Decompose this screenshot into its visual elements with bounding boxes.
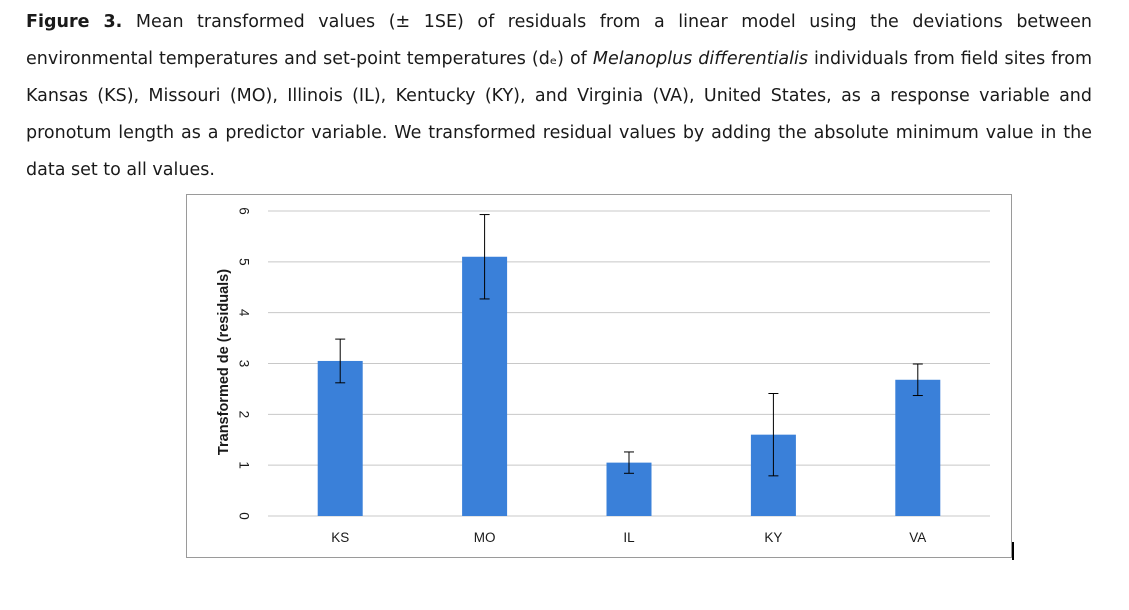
y-tick-label: 4: [236, 309, 251, 317]
caption-text-part2: individuals from field sites from Kansas…: [26, 49, 1092, 180]
x-tick-labels: KS MO IL KY VA: [331, 530, 926, 545]
bars: [317, 256, 941, 516]
y-axis-label: Transformed de (residuals): [216, 269, 232, 455]
stray-vertical-mark: [1012, 542, 1014, 560]
bar-ks: [317, 360, 363, 516]
figure-caption: Figure 3. Mean transformed values (± 1SE…: [26, 4, 1092, 189]
y-tick-label: 6: [236, 207, 251, 215]
bar-mo: [462, 256, 508, 516]
caption-species-name: Melanoplus differentialis: [592, 49, 808, 69]
x-tick-label-ky: KY: [764, 530, 782, 545]
x-tick-label-va: VA: [909, 530, 926, 545]
y-tick-label: 0: [236, 512, 251, 520]
y-tick-label: 1: [236, 461, 251, 469]
bar-va: [895, 379, 941, 516]
y-tick-label: 3: [236, 360, 251, 368]
x-tick-label-ks: KS: [331, 530, 349, 545]
x-tick-label-mo: MO: [474, 530, 496, 545]
y-tick-labels: 0 1 2 3 4 5 6: [236, 207, 251, 520]
error-bars: [335, 214, 923, 477]
x-tick-label-il: IL: [623, 530, 635, 545]
gridlines: [268, 210, 990, 517]
y-tick-label: 2: [236, 411, 251, 419]
y-tick-label: 5: [236, 258, 251, 266]
figure-label: Figure 3.: [26, 12, 123, 32]
caption-text-part1: Mean transformed values (± 1SE) of resid…: [26, 12, 1092, 69]
